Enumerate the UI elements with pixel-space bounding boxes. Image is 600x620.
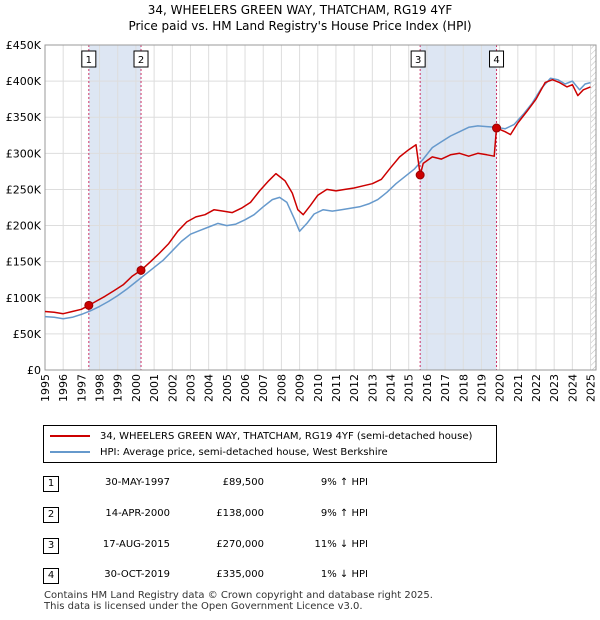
ownership-shade [88,45,142,370]
hpi-line [44,77,591,320]
x-tick-label: 2003 [184,374,197,402]
x-tick-label: 2014 [385,374,398,402]
transaction-point [415,170,425,180]
transaction-number: 3 [43,538,59,554]
transaction-label: 1 [86,55,92,66]
y-tick-label: £100K [6,292,42,305]
y-tick-label: £300K [6,147,42,160]
y-tick-label: £50K [13,328,42,341]
x-tick-label: 2005 [221,374,234,402]
x-tick-label: 2016 [421,374,434,402]
transaction-number: 4 [43,568,59,584]
transaction-label: 2 [138,55,144,66]
x-tick-label: 2011 [330,374,343,402]
legend-label-hpi: HPI: Average price, semi-detached house,… [100,446,388,458]
transaction-row: 2 14-APR-2000 £138,000 9% ↑ HPI [0,507,600,527]
x-tick-label: 2015 [403,374,416,402]
y-tick-label: £200K [6,220,42,233]
x-tick-label: 1998 [94,374,107,402]
transaction-number: 1 [43,476,59,492]
transaction-point [136,265,146,275]
transaction-date: 30-OCT-2019 [104,569,170,580]
plot-frame [44,44,597,371]
y-tick-label: £250K [6,183,42,196]
x-tick-label: 2009 [294,374,307,402]
ownership-shade [420,45,497,370]
y-tick-label: £450K [6,39,42,52]
transaction-label: 3 [415,55,421,66]
transaction-label-box [489,50,505,68]
x-tick-label: 1999 [112,374,125,402]
transaction-price: £89,500 [222,477,264,488]
x-tick-label: 2010 [312,374,325,402]
y-tick-label: £150K [6,256,42,269]
legend-item-property: 34, WHEELERS GREEN WAY, THATCHAM, RG19 4… [50,429,472,443]
transaction-date: 14-APR-2000 [105,508,170,519]
transaction-label-box [133,50,149,68]
transaction-label: 4 [493,55,499,66]
x-tick-label: 1995 [39,374,52,402]
x-tick-label: 1996 [57,374,70,402]
x-tick-label: 2023 [548,374,561,402]
transaction-row: 1 30-MAY-1997 £89,500 9% ↑ HPI [0,476,600,496]
transaction-hpi-diff: 9% ↑ HPI [320,508,368,519]
legend: 34, WHEELERS GREEN WAY, THATCHAM, RG19 4… [43,425,497,463]
transaction-price: £335,000 [216,569,264,580]
x-tick-label: 2006 [239,374,252,402]
transaction-price: £138,000 [216,508,264,519]
y-tick-label: £350K [6,111,42,124]
x-tick-label: 2013 [366,374,379,402]
transaction-date: 17-AUG-2015 [102,539,170,550]
footer-licence: This data is licensed under the Open Gov… [44,601,363,612]
forecast-hatch [590,45,596,370]
x-tick-label: 2025 [585,374,598,402]
transaction-row: 4 30-OCT-2019 £335,000 1% ↓ HPI [0,568,600,588]
x-tick-label: 2024 [566,374,579,402]
x-tick-label: 2012 [348,374,361,402]
x-tick-label: 2018 [457,374,470,402]
transaction-row: 3 17-AUG-2015 £270,000 11% ↓ HPI [0,538,600,558]
transaction-number: 2 [43,507,59,523]
transaction-hpi-diff: 11% ↓ HPI [314,539,368,550]
transaction-label-box [81,50,97,68]
x-tick-label: 2000 [130,374,143,402]
transaction-point [84,300,94,310]
x-tick-label: 2017 [439,374,452,402]
x-tick-label: 2001 [148,374,161,402]
x-tick-label: 2008 [275,374,288,402]
transaction-price: £270,000 [216,539,264,550]
legend-label-property: 34, WHEELERS GREEN WAY, THATCHAM, RG19 4… [100,430,473,442]
transaction-date: 30-MAY-1997 [104,477,170,488]
x-tick-label: 2019 [475,374,488,402]
legend-swatch-property [50,435,90,437]
footer-copyright: Contains HM Land Registry data © Crown c… [44,590,433,601]
x-tick-label: 2007 [257,374,270,402]
transaction-hpi-diff: 1% ↓ HPI [320,569,368,580]
x-tick-label: 2022 [530,374,543,402]
legend-swatch-hpi [50,451,90,453]
y-tick-label: £0 [27,364,41,377]
x-tick-label: 2002 [166,374,179,402]
x-tick-label: 2004 [203,374,216,402]
legend-item-hpi: HPI: Average price, semi-detached house,… [50,445,388,459]
x-tick-label: 2020 [494,374,507,402]
transaction-label-box [410,50,426,68]
price-chart: £0 £50K £100K £150K £200K £250K £300K £350K £400… [6,39,598,402]
y-tick-label: £400K [6,75,42,88]
x-tick-label: 2021 [512,374,525,402]
chart-title-address: 34, WHEELERS GREEN WAY, THATCHAM, RG19 4… [147,3,453,17]
chart-subtitle: Price paid vs. HM Land Registry's House … [128,19,472,33]
transaction-hpi-diff: 9% ↑ HPI [320,477,368,488]
x-tick-label: 1997 [75,374,88,402]
transaction-point [492,123,502,133]
